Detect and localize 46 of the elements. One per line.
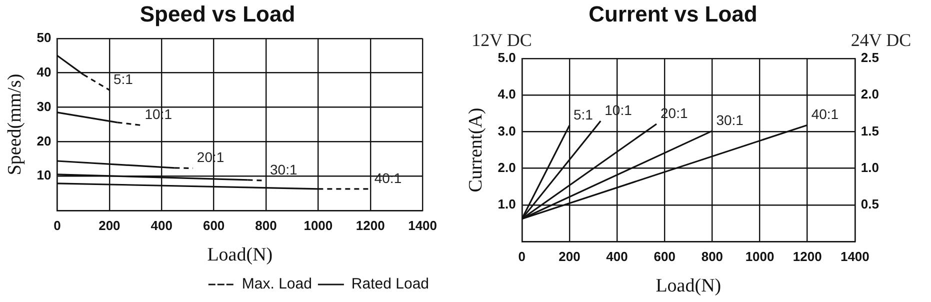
y-tick-label: 50 — [36, 30, 52, 45]
annotation: 30:1 — [270, 161, 298, 178]
x-tick-label: 1000 — [304, 218, 333, 233]
y-tick-label: 30 — [36, 98, 52, 114]
legend-label: Rated Load — [351, 276, 430, 293]
annotation: 5:1 — [113, 70, 134, 87]
y-tick-label: 4.0 — [498, 86, 516, 102]
y-tick-label: 3.0 — [498, 123, 516, 138]
chart-title: Current vs Load — [588, 1, 758, 26]
x-tick-label: 1000 — [745, 248, 774, 264]
x-tick-label: 1400 — [840, 248, 870, 264]
series-label: 5:1 — [573, 106, 594, 122]
y-tick-label: 2.0 — [498, 160, 516, 175]
y2-tick-label: 0.5 — [860, 196, 880, 212]
y-tick-label: 10 — [36, 168, 52, 183]
x-tick-label: 200 — [98, 218, 120, 233]
series-label: 40:1 — [811, 106, 839, 122]
x-axis-title: Load(N) — [207, 244, 273, 266]
x-tick-label: 200 — [558, 248, 580, 264]
x-tick-label: 400 — [150, 218, 172, 233]
chart-title: Speed vs Load — [140, 1, 296, 26]
x-axis-title: Load(N) — [656, 276, 722, 297]
x-tick-label: 1200 — [792, 248, 822, 264]
x-tick-label: 600 — [202, 218, 225, 233]
x-tick-label: 0 — [54, 218, 61, 233]
x-tick-label: 0 — [518, 248, 526, 264]
y2-tick-label: 2.5 — [860, 50, 880, 65]
x-tick-label: 1400 — [408, 218, 437, 233]
y-tick-label: 1.0 — [498, 196, 516, 212]
y-axis-title: Current(A) — [465, 108, 486, 192]
x-tick-label: 600 — [654, 248, 676, 264]
legend-label: Max. Load — [242, 276, 312, 293]
x-tick-label: 800 — [701, 248, 724, 264]
text: 24V DC — [850, 30, 912, 50]
x-tick-label: 800 — [255, 218, 277, 233]
y-axis-title: Speed(mm/s) — [4, 74, 26, 176]
y-tick-label: 5.0 — [498, 50, 516, 65]
x-tick-label: 400 — [606, 248, 628, 264]
y-tick-label: 40 — [36, 64, 52, 80]
series-label: 30:1 — [716, 112, 744, 128]
text: 12V DC — [472, 30, 532, 50]
y2-tick-label: 2.0 — [860, 86, 880, 102]
y-tick-label: 20 — [36, 133, 52, 148]
y2-tick-label: 1.0 — [860, 160, 880, 175]
y2-tick-label: 1.5 — [860, 123, 880, 138]
x-tick-label: 1200 — [356, 218, 385, 233]
